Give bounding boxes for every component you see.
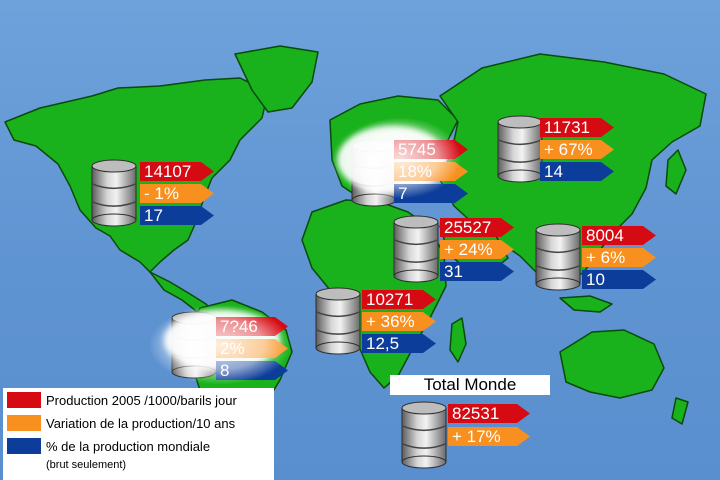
islands-indonesia — [559, 295, 613, 313]
region-2-production-label: 5745 — [394, 140, 468, 159]
region-1-variation-label: - 1% — [140, 184, 214, 203]
region-6-variation-label: + 36% — [362, 312, 436, 331]
island-madagascar — [449, 317, 467, 363]
legend-swatch-variation — [7, 415, 41, 431]
region-2-variation-label: 18% — [394, 162, 468, 181]
legend-label-share: % de la production mondiale — [46, 439, 211, 454]
region-6-production-label: 10271 — [362, 290, 436, 309]
region-1-share-label: 17 — [140, 206, 214, 225]
barrel-3 — [497, 115, 543, 183]
legend-label-variation: Variation de la production/10 ans — [46, 416, 236, 431]
region-3-share-label: 14 — [540, 162, 614, 181]
region-3-production-label: 11731 — [540, 118, 614, 137]
legend-note: (brut seulement) — [46, 459, 127, 471]
region-7-production-label: 7?46 — [216, 317, 288, 336]
legend-label-production: Production 2005 /1000/barils jour — [46, 393, 237, 408]
frost-smudge-europe — [337, 126, 447, 194]
barrel-6 — [315, 287, 361, 355]
legend: Production 2005 /1000/barils jour Variat… — [3, 388, 274, 480]
island-greenland — [234, 45, 319, 113]
region-1-production-label: 14107 — [140, 162, 214, 181]
region-3-variation-label: + 67% — [540, 140, 614, 159]
region-5-production-label: 8004 — [582, 226, 656, 245]
region-4-production-label: 25527 — [440, 218, 514, 237]
barrel-5 — [535, 223, 581, 291]
total-variation-label: + 17% — [448, 427, 530, 446]
region-4-share-label: 31 — [440, 262, 514, 281]
region-5-variation-label: + 6% — [582, 248, 656, 267]
region-7-variation-label: 2% — [216, 339, 288, 358]
legend-swatch-production — [7, 392, 41, 408]
continent-australia — [559, 329, 665, 399]
region-5-share-label: 10 — [582, 270, 656, 289]
region-4-variation-label: + 24% — [440, 240, 514, 259]
region-6-share-label: 12,5 — [362, 334, 436, 353]
total-world-label: Total Monde — [390, 375, 550, 395]
total-production-label: 82531 — [448, 404, 530, 423]
barrel-4 — [393, 215, 439, 283]
island-new-zealand — [671, 397, 689, 425]
barrel-total — [401, 401, 447, 469]
barrel-1 — [91, 159, 137, 227]
island-japan — [665, 149, 687, 195]
region-7-share-label: 8 — [216, 361, 288, 380]
region-2-share-label: 7 — [394, 184, 468, 203]
legend-swatch-share — [7, 438, 41, 454]
